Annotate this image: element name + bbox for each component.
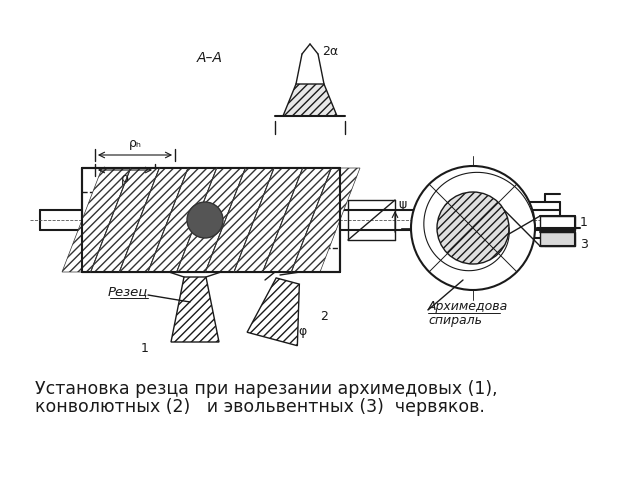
Polygon shape: [291, 168, 360, 272]
Text: спираль: спираль: [428, 314, 482, 327]
Text: Установка резца при нарезании архимедовых (1),: Установка резца при нарезании архимедовы…: [35, 380, 498, 398]
Text: ψ: ψ: [398, 198, 406, 211]
Text: 3: 3: [580, 238, 588, 251]
Polygon shape: [205, 168, 274, 272]
Polygon shape: [177, 168, 245, 272]
Text: Резец: Резец: [108, 285, 148, 298]
Text: ρₕ: ρₕ: [129, 137, 141, 150]
Text: φ: φ: [298, 325, 307, 338]
Polygon shape: [91, 168, 159, 272]
Circle shape: [411, 166, 535, 290]
Polygon shape: [119, 168, 188, 272]
Circle shape: [187, 202, 223, 238]
Polygon shape: [62, 168, 131, 272]
Text: А–А: А–А: [197, 51, 223, 65]
Text: 1: 1: [580, 216, 588, 229]
Polygon shape: [171, 277, 219, 342]
Polygon shape: [262, 168, 332, 272]
Polygon shape: [283, 84, 337, 116]
Text: 2α: 2α: [322, 45, 338, 58]
Text: Архимедова: Архимедова: [428, 300, 508, 313]
Text: конволютных (2)   и эвольвентных (3)  червяков.: конволютных (2) и эвольвентных (3) червя…: [35, 398, 485, 416]
Polygon shape: [234, 168, 303, 272]
Text: ρ: ρ: [121, 172, 129, 185]
Circle shape: [437, 192, 509, 264]
Text: 1: 1: [141, 342, 149, 355]
Polygon shape: [247, 278, 300, 346]
Polygon shape: [540, 216, 575, 230]
Polygon shape: [148, 168, 217, 272]
Text: 2: 2: [320, 310, 328, 323]
Polygon shape: [540, 232, 575, 246]
